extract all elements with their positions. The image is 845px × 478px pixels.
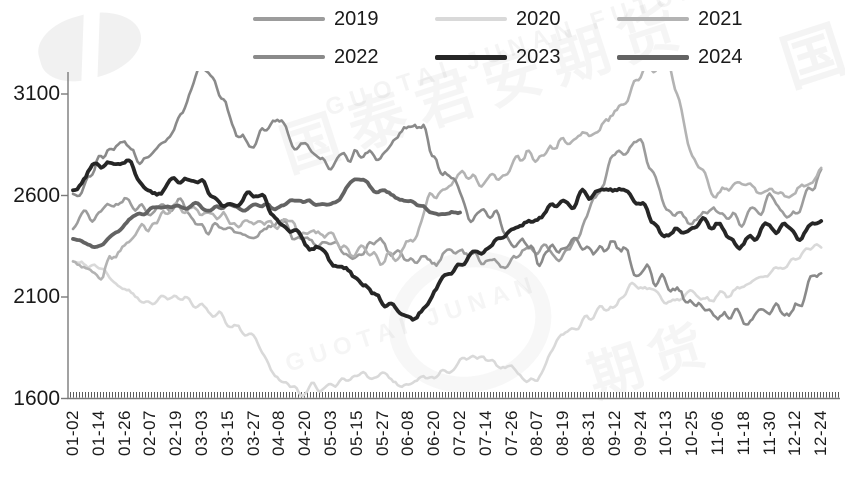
x-tick-label: 12-12: [785, 410, 805, 456]
y-tick-label: 3100: [13, 82, 60, 105]
series-line-2019: [71, 138, 823, 270]
legend-swatch-2022: [253, 55, 325, 59]
x-tick-label: 08-19: [553, 410, 573, 456]
legend-row: 2019 2020 2021: [253, 2, 743, 36]
legend-swatch-2020: [435, 17, 507, 21]
x-tick-label: 03-03: [192, 410, 211, 456]
x-tick-label: 08-31: [579, 410, 598, 456]
legend-swatch-2023: [435, 54, 507, 60]
x-tick-label: 04-20: [295, 410, 315, 456]
series-line-2024: [71, 177, 462, 249]
x-tick-label: 11-18: [733, 410, 753, 456]
x-tick-label: 03-27: [243, 410, 263, 456]
legend-item-2024: 2024: [617, 47, 743, 67]
x-tick-label: 06-20: [424, 410, 444, 456]
x-tick-label: 12-24: [811, 410, 831, 456]
x-tick-label: 07-14: [475, 410, 495, 456]
legend-label-2024: 2024: [698, 46, 743, 68]
x-tick-label: 09-24: [630, 410, 650, 456]
series-line-2023: [71, 158, 824, 322]
x-tick-label: 06-08: [398, 410, 418, 456]
legend-label-2023: 2023: [516, 46, 561, 68]
y-tick-label: 2100: [13, 285, 60, 308]
series-line-2022: [71, 71, 823, 326]
legend-label-2022: 2022: [334, 46, 379, 68]
x-tick-label: 11-06: [708, 410, 727, 456]
y-tick-label: 2600: [13, 183, 60, 207]
x-tick-label: 04-08: [269, 410, 289, 456]
legend-swatch-2019: [253, 17, 325, 21]
x-minor-ticks: [70, 392, 839, 398]
x-tick-label: 02-07: [140, 410, 160, 456]
legend-row: 2022 2023 2024: [253, 40, 743, 74]
x-tick-label: 01-02: [63, 410, 82, 456]
x-tick-label: 10-13: [656, 410, 676, 456]
x-tick-label: 08-07: [527, 410, 547, 456]
x-tick-label: 05-03: [321, 410, 340, 456]
legend-swatch-2024: [617, 54, 689, 60]
legend-swatch-2021: [617, 17, 689, 21]
y-tick-label: 1600: [13, 386, 60, 410]
chart-legend: 2019 2020 2021 2022 2023 2024: [253, 2, 743, 74]
legend-label-2021: 2021: [698, 8, 743, 30]
x-tick-label: 07-02: [450, 410, 469, 456]
legend-item-2019: 2019: [253, 9, 379, 29]
x-tick-label: 05-15: [346, 410, 366, 456]
legend-label-2020: 2020: [516, 8, 561, 30]
series-line-2020: [71, 243, 823, 397]
legend-item-2020: 2020: [435, 9, 561, 29]
x-tick-label: 02-19: [166, 410, 186, 456]
legend-label-2019: 2019: [334, 8, 379, 30]
legend-item-2021: 2021: [617, 9, 743, 29]
x-tick-label: 11-30: [759, 410, 779, 456]
x-tick-label: 07-26: [501, 410, 521, 456]
x-tick-label: 01-14: [88, 410, 108, 456]
x-tick-label: 10-25: [682, 410, 702, 456]
x-tick-label: 09-12: [604, 410, 624, 456]
legend-item-2022: 2022: [253, 47, 379, 67]
x-tick-label: 01-26: [114, 410, 134, 456]
series-line-2021: [71, 71, 823, 281]
x-tick-label: 03-15: [217, 410, 237, 456]
legend-item-2023: 2023: [435, 47, 561, 67]
x-tick-label: 05-27: [372, 410, 392, 456]
